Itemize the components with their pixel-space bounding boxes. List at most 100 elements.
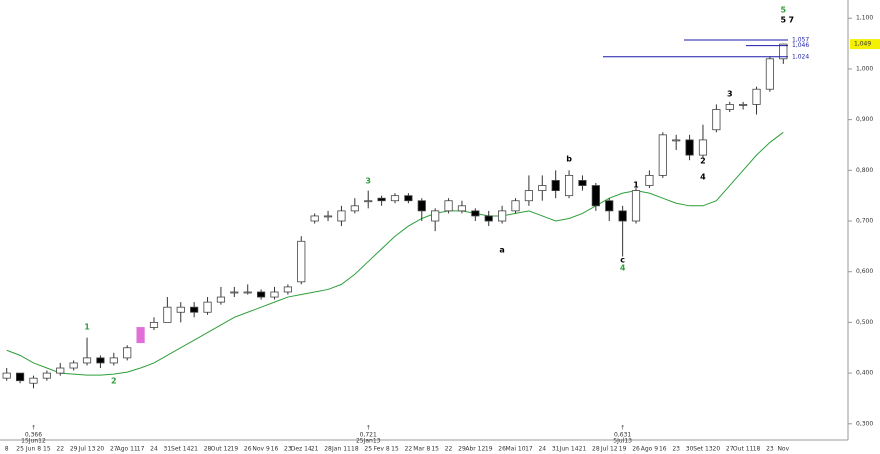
candle-body <box>190 306 199 313</box>
marker-date: 25Jan13 <box>356 438 381 445</box>
x-tick-label: Jan 11 <box>331 446 351 453</box>
candle-body <box>605 200 614 212</box>
x-tick-label: 19 <box>485 446 493 453</box>
wave-label: 2 <box>111 377 117 386</box>
candle-body <box>96 357 105 364</box>
candle-body <box>310 215 319 222</box>
candle-body <box>283 286 292 293</box>
x-tick-label: Jul 13 <box>78 446 96 453</box>
candle-body <box>511 200 520 212</box>
candle-body <box>551 180 560 191</box>
candle-body <box>149 321 159 328</box>
candle-body <box>42 372 51 379</box>
y-tick-label: 0,600 <box>856 268 873 275</box>
x-tick-label: 26 <box>498 446 506 453</box>
x-tick-label: 22 <box>445 446 453 453</box>
wave-label: b <box>566 155 572 164</box>
marker-date: 5Jul13 <box>613 438 632 445</box>
candle-body <box>270 291 279 298</box>
candle-body <box>243 291 252 294</box>
candle-body <box>779 43 788 60</box>
x-tick-label: 17 <box>525 446 533 453</box>
x-tick-label: 15 <box>391 446 399 453</box>
x-tick-label: 31 <box>164 446 172 453</box>
x-tick-label: Mar 8 <box>413 446 430 453</box>
wave-label: a <box>499 246 504 255</box>
candle-body <box>765 58 774 90</box>
candle-body <box>471 210 480 217</box>
candle-body <box>618 210 627 222</box>
candle-body <box>390 195 400 202</box>
x-tick-label: 19 <box>231 446 239 453</box>
candle-body <box>230 291 239 294</box>
last-price-box <box>850 39 880 50</box>
x-tick-label: 15 <box>431 446 439 453</box>
x-tick-label: Ago 11 <box>117 446 138 453</box>
candle-body <box>337 210 346 222</box>
x-tick-label: Nov <box>777 446 789 453</box>
candle-body <box>484 215 493 222</box>
x-tick-label: Out 12 <box>211 446 232 453</box>
candle-body <box>712 109 721 131</box>
x-tick-label: 25 <box>364 446 372 453</box>
candle-body <box>698 139 708 156</box>
candle-body <box>457 205 467 212</box>
x-tick-label: 18 <box>351 446 359 453</box>
candle-body <box>725 104 734 110</box>
x-tick-label: Jun 14 <box>559 446 579 453</box>
candle-body <box>216 296 226 303</box>
candle-body <box>538 185 547 191</box>
x-tick-label: 22 <box>405 446 413 453</box>
x-tick-label: Mai 10 <box>505 446 525 453</box>
candle-body <box>350 205 359 212</box>
candle-body <box>29 377 38 384</box>
x-tick-label: 21 <box>579 446 587 453</box>
y-tick-label: 0,900 <box>856 116 873 123</box>
x-tick-label: 16 <box>659 446 667 453</box>
x-tick-label: Set 14 <box>171 446 191 453</box>
candle-body <box>123 347 132 359</box>
candle-body <box>578 180 587 186</box>
x-tick-label: 16 <box>271 446 279 453</box>
x-tick-label: Abr 12 <box>465 446 485 453</box>
marker-value: 0,631 <box>614 432 631 439</box>
level-label: 1,024 <box>792 53 809 60</box>
y-tick-label: 0,300 <box>856 420 873 427</box>
wave-label: 7 <box>789 16 795 25</box>
y-tick-label: 1,100 <box>856 15 873 22</box>
wave-label: 3 <box>727 90 733 99</box>
x-tick-label: 17 <box>137 446 145 453</box>
wave-label: 3 <box>365 177 371 186</box>
candle-body <box>2 372 11 379</box>
x-tick-label: 28 <box>592 446 600 453</box>
wave-label: 1 <box>84 323 90 332</box>
level-label: 1,046 <box>792 42 809 49</box>
y-tick-label: 0,800 <box>856 167 873 174</box>
level-label: 1,057 <box>792 37 809 44</box>
y-tick-label: 0,700 <box>856 218 873 225</box>
candle-body <box>257 291 266 298</box>
x-tick-label: 29 <box>70 446 78 453</box>
x-tick-label: 23 <box>672 446 680 453</box>
candle-body <box>109 357 118 364</box>
x-tick-label: 19 <box>619 446 627 453</box>
x-tick-label: 28 <box>204 446 212 453</box>
candle-body <box>498 210 507 222</box>
candle-body <box>136 327 145 344</box>
x-tick-label: Nov 9 <box>252 446 270 453</box>
candle-body <box>685 139 694 156</box>
wave-label: 5 <box>781 16 787 25</box>
x-tick-label: 29 <box>458 446 466 453</box>
candle-body <box>297 240 306 283</box>
wave-label: 4 <box>620 264 626 273</box>
candle-body <box>524 190 533 202</box>
candle-body <box>203 301 212 313</box>
x-tick-label: 26 <box>632 446 640 453</box>
x-tick-label: 18 <box>753 446 761 453</box>
wave-label: 2 <box>700 157 706 166</box>
x-tick-label: 31 <box>552 446 560 453</box>
x-tick-label: Jul 12 <box>600 446 618 453</box>
marker-arrow: ↑ <box>620 425 625 432</box>
x-tick-label: 24 <box>538 446 546 453</box>
